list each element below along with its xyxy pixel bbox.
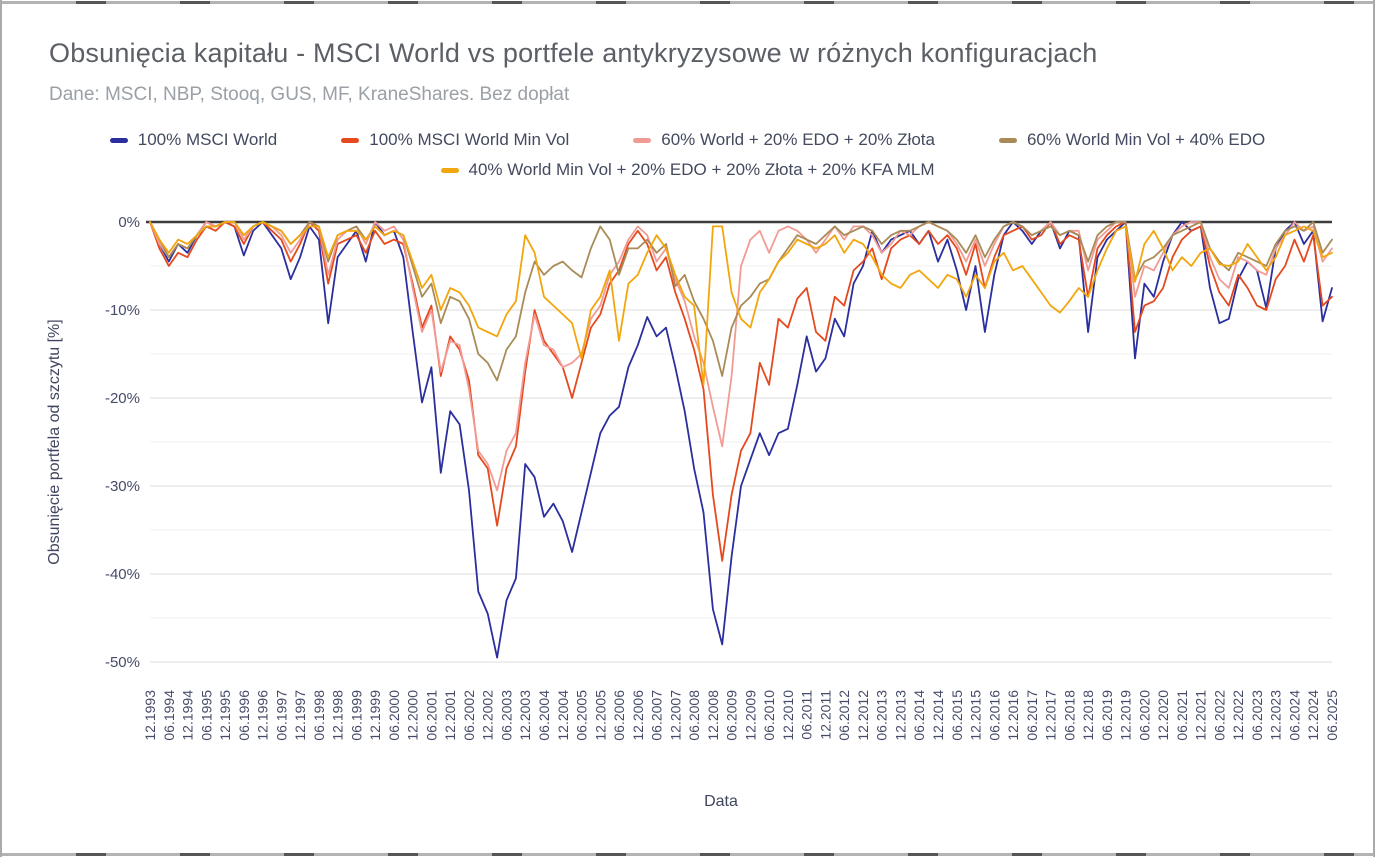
x-tick-label: 12.2010 (780, 690, 796, 741)
x-tick-label: 06.2006 (611, 690, 627, 741)
x-tick-label: 06.1999 (348, 690, 364, 741)
x-tick-label: 12.2013 (892, 690, 908, 741)
x-tick-label: 06.2010 (761, 690, 777, 741)
x-tick-label: 06.2025 (1324, 690, 1340, 741)
x-tick-label: 12.1993 (142, 690, 158, 741)
x-tick-label: 06.1994 (161, 690, 177, 741)
x-tick-label: 06.2021 (1174, 690, 1190, 741)
legend-label: 40% World Min Vol + 20% EDO + 20% Złota … (468, 160, 935, 179)
x-tick-label: 12.2011 (817, 690, 833, 740)
legend-row-1: 100% MSCI World 100% MSCI World Min Vol … (109, 130, 1266, 150)
x-tick-label: 12.2019 (1118, 690, 1134, 741)
x-tick-label: 12.2009 (742, 690, 758, 741)
x-tick-label: 06.1998 (311, 690, 327, 741)
y-tick-label: -10% (105, 302, 140, 319)
legend-item-minvol-edo-gold-kfa: 40% World Min Vol + 20% EDO + 20% Złota … (440, 160, 935, 180)
x-tick-label: 06.2024 (1286, 690, 1302, 741)
x-tick-label: 06.2003 (498, 690, 514, 741)
y-tick-label: -50% (105, 654, 140, 671)
legend-swatch-red (341, 137, 360, 143)
x-tick-label: 06.2008 (686, 690, 702, 741)
legend-swatch-brown (998, 137, 1017, 143)
legend-label: 100% MSCI World (137, 130, 278, 149)
x-tick-label: 12.2000 (405, 690, 421, 741)
legend-swatch-pink (633, 137, 652, 143)
x-tick-label: 12.2016 (1005, 690, 1021, 741)
x-tick-label: 06.2012 (836, 690, 852, 741)
legend-item-msci-world: 100% MSCI World (109, 130, 278, 150)
x-tick-label: 06.2014 (911, 690, 927, 741)
x-tick-label: 12.2008 (705, 690, 721, 741)
x-tick-label: 12.2007 (667, 690, 683, 741)
x-tick-label: 12.2012 (855, 690, 871, 741)
x-tick-label: 12.1995 (217, 690, 233, 741)
x-tick-label: 12.2023 (1268, 690, 1284, 741)
x-tick-label: 06.2011 (799, 690, 815, 740)
legend-item-msci-world-min-vol: 100% MSCI World Min Vol (341, 130, 569, 150)
x-tick-label: 06.2020 (1136, 690, 1152, 741)
x-tick-label: 06.2016 (986, 690, 1002, 741)
y-tick-label: -40% (105, 566, 140, 583)
x-tick-label: 12.2021 (1193, 690, 1209, 741)
x-tick-label: 12.2018 (1080, 690, 1096, 741)
series-line-0 (149, 221, 1333, 659)
x-tick-label: 12.2003 (517, 690, 533, 741)
x-tick-label: 12.2005 (592, 690, 608, 741)
legend-swatch-navy (109, 137, 128, 143)
legend-label: 100% MSCI World Min Vol (369, 130, 570, 149)
y-tick-label: -30% (105, 478, 140, 495)
x-tick-label: 12.2006 (630, 690, 646, 741)
x-tick-label: 06.2018 (1061, 690, 1077, 741)
y-tick-label: 0% (118, 214, 140, 231)
x-axis-title: Data (704, 793, 738, 810)
x-tick-label: 12.2020 (1155, 690, 1171, 741)
legend-label: 60% World Min Vol + 40% EDO (1026, 130, 1266, 149)
x-tick-label: 06.2005 (574, 690, 590, 741)
x-tick-label: 06.1996 (236, 690, 252, 741)
x-tick-label: 06.1995 (198, 690, 214, 741)
x-tick-label: 06.2004 (536, 690, 552, 741)
x-tick-label: 06.2023 (1249, 690, 1265, 741)
x-tick-label: 12.1998 (330, 690, 346, 741)
x-tick-label: 12.2024 (1305, 690, 1321, 741)
x-tick-label: 12.1997 (292, 690, 308, 741)
legend-label: 60% World + 20% EDO + 20% Złota (661, 130, 935, 149)
top-border-dashes (2, 1, 1373, 4)
x-tick-label: 06.2000 (386, 690, 402, 741)
x-tick-label: 06.1997 (273, 690, 289, 741)
x-tick-label: 06.2022 (1211, 690, 1227, 741)
x-tick-label: 12.2022 (1230, 690, 1246, 741)
x-tick-label: 12.2004 (555, 690, 571, 741)
legend-item-minvol-edo: 60% World Min Vol + 40% EDO (998, 130, 1266, 150)
x-tick-label: 12.1996 (255, 690, 271, 741)
x-tick-label: 12.2014 (930, 690, 946, 741)
x-tick-label: 06.2007 (649, 690, 665, 741)
y-tick-label: -20% (105, 390, 140, 407)
chart-title: Obsunięcia kapitału - MSCI World vs port… (49, 38, 1098, 68)
x-tick-label: 06.2013 (874, 690, 890, 741)
x-tick-label: 12.2015 (968, 690, 984, 741)
legend: 100% MSCI World 100% MSCI World Min Vol … (2, 130, 1373, 180)
legend-item-world-edo-gold: 60% World + 20% EDO + 20% Złota (633, 130, 935, 150)
x-tick-label: 06.2001 (423, 690, 439, 741)
chart-subtitle: Dane: MSCI, NBP, Stooq, GUS, MF, KraneSh… (49, 84, 570, 105)
legend-row-2: 40% World Min Vol + 20% EDO + 20% Złota … (440, 160, 935, 180)
x-tick-label: 06.2017 (1024, 690, 1040, 741)
y-axis-title: Obsunięcie portfela od szczytu [%] (46, 319, 63, 564)
bottom-border-dashes (2, 853, 1373, 856)
x-tick-label: 12.2001 (442, 690, 458, 741)
x-tick-label: 12.1994 (180, 690, 196, 741)
x-tick-label: 06.2002 (461, 690, 477, 741)
x-tick-label: 06.2015 (949, 690, 965, 741)
x-tick-label: 06.2019 (1099, 690, 1115, 741)
legend-swatch-yellow (440, 167, 459, 173)
x-tick-label: 12.2017 (1043, 690, 1059, 741)
series-line-1 (149, 221, 1333, 562)
series-line-4 (149, 221, 1333, 386)
x-tick-label: 12.1999 (367, 690, 383, 741)
x-tick-label: 12.2002 (480, 690, 496, 741)
x-tick-label: 06.2009 (724, 690, 740, 741)
